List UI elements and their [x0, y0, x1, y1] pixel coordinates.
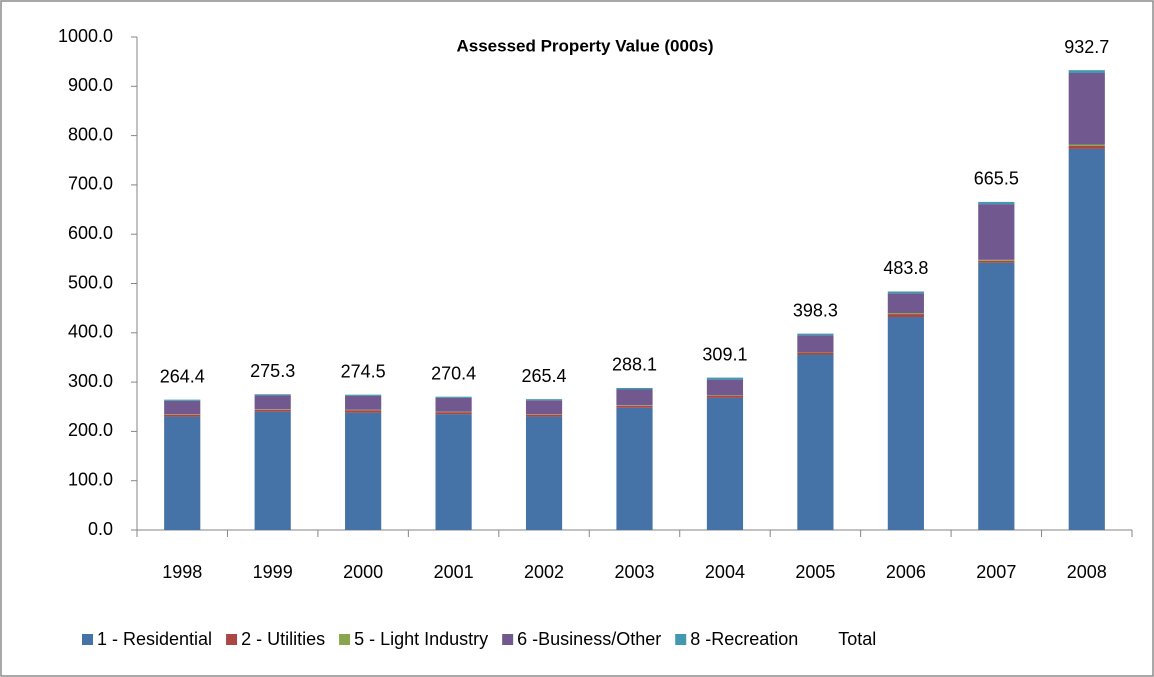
bar-segment: [978, 262, 1015, 530]
legend-label: 2 - Utilities: [241, 629, 325, 649]
bar-segment: [706, 377, 744, 380]
bar-segment: [887, 293, 924, 314]
bar-segment: [978, 201, 1015, 205]
bar-segment: [797, 333, 834, 336]
bar-segment: [254, 395, 291, 410]
bar-segment: [525, 399, 563, 401]
total-label: 483.8: [883, 258, 928, 278]
y-tick-label: 0.0: [88, 519, 113, 539]
bar-segment: [525, 416, 563, 530]
y-tick-label: 400.0: [68, 322, 113, 342]
x-tick-label: 2007: [976, 562, 1016, 582]
y-tick-label: 800.0: [68, 124, 113, 144]
bar-segment: [706, 395, 744, 398]
x-tick-label: 2002: [524, 562, 564, 582]
bar-segment: [887, 317, 924, 530]
bar-segment: [978, 260, 1015, 263]
bar-segment: [164, 416, 201, 530]
bar-segment: [887, 291, 924, 294]
bar-segment: [345, 395, 382, 410]
bar-segment: [1068, 144, 1105, 146]
x-tick-label: 1999: [253, 562, 293, 582]
total-label: 398.3: [793, 300, 838, 320]
bar-segment: [254, 411, 291, 530]
bar-segment: [164, 400, 201, 415]
legend-label: Total: [838, 629, 876, 649]
y-tick-label: 1000.0: [58, 26, 113, 46]
bar-segment: [345, 394, 382, 396]
total-label: 264.4: [160, 366, 205, 386]
bar-segment: [797, 335, 834, 353]
x-tick-label: 1998: [162, 562, 202, 582]
y-tick-label: 500.0: [68, 272, 113, 292]
bar-segment: [164, 414, 201, 417]
bar-segment: [616, 387, 653, 390]
bar-segment: [345, 410, 382, 413]
x-tick-label: 2008: [1067, 562, 1107, 582]
legend-marker: [675, 634, 687, 645]
bar-segment: [887, 313, 924, 315]
bar-segment: [616, 389, 653, 406]
bar-segment: [797, 354, 834, 530]
legend-label: 5 - Light Industry: [354, 629, 488, 649]
total-label: 665.5: [974, 169, 1019, 189]
bar-segment: [1068, 148, 1105, 530]
bar-segment: [797, 352, 834, 355]
bar-segment: [525, 414, 563, 417]
total-label: 288.1: [612, 355, 657, 375]
x-tick-label: 2001: [434, 562, 474, 582]
bar-segment: [435, 396, 472, 398]
total-label: 274.5: [341, 361, 386, 381]
total-label: 270.4: [431, 363, 476, 383]
x-tick-label: 2000: [343, 562, 383, 582]
total-label: 932.7: [1064, 37, 1109, 57]
bar-segment: [435, 414, 472, 530]
legend-marker: [82, 634, 93, 645]
y-tick-label: 700.0: [68, 174, 113, 194]
bar-segment: [254, 394, 291, 396]
bar-segment: [616, 407, 653, 530]
y-tick-label: 300.0: [68, 371, 113, 391]
legend-label: 1 - Residential: [97, 629, 212, 649]
chart-title: Assessed Property Value (000s): [456, 36, 713, 55]
bar-segment: [435, 397, 472, 412]
legend-label: 6 -Business/Other: [517, 629, 661, 649]
bar-segment: [525, 400, 563, 415]
legend-marker: [339, 634, 351, 645]
bar-segment: [887, 314, 924, 318]
bar-segment: [706, 397, 744, 530]
y-tick-label: 100.0: [68, 469, 113, 489]
x-tick-label: 2005: [795, 562, 835, 582]
bar-segment: [1068, 72, 1105, 145]
y-tick-label: 900.0: [68, 75, 113, 95]
bar-segment: [345, 412, 382, 530]
bar-segment: [706, 379, 744, 396]
legend-marker: [502, 634, 514, 645]
bar-segment: [978, 259, 1015, 261]
legend-label: 8 -Recreation: [690, 629, 798, 649]
legend-marker: [226, 634, 238, 645]
bar-segment: [978, 204, 1015, 260]
bar-segment: [616, 405, 653, 408]
total-label: 309.1: [702, 344, 747, 364]
x-tick-label: 2004: [705, 562, 745, 582]
bar-segment: [254, 409, 291, 412]
y-tick-label: 600.0: [68, 223, 113, 243]
x-tick-label: 2006: [886, 562, 926, 582]
bar-segment: [435, 412, 472, 415]
total-label: 265.4: [522, 366, 567, 386]
bar-segment: [1068, 70, 1105, 73]
bar-segment: [164, 399, 201, 401]
y-tick-label: 200.0: [68, 420, 113, 440]
x-tick-label: 2003: [614, 562, 654, 582]
total-label: 275.3: [250, 361, 295, 381]
bar-segment: [1068, 145, 1105, 149]
